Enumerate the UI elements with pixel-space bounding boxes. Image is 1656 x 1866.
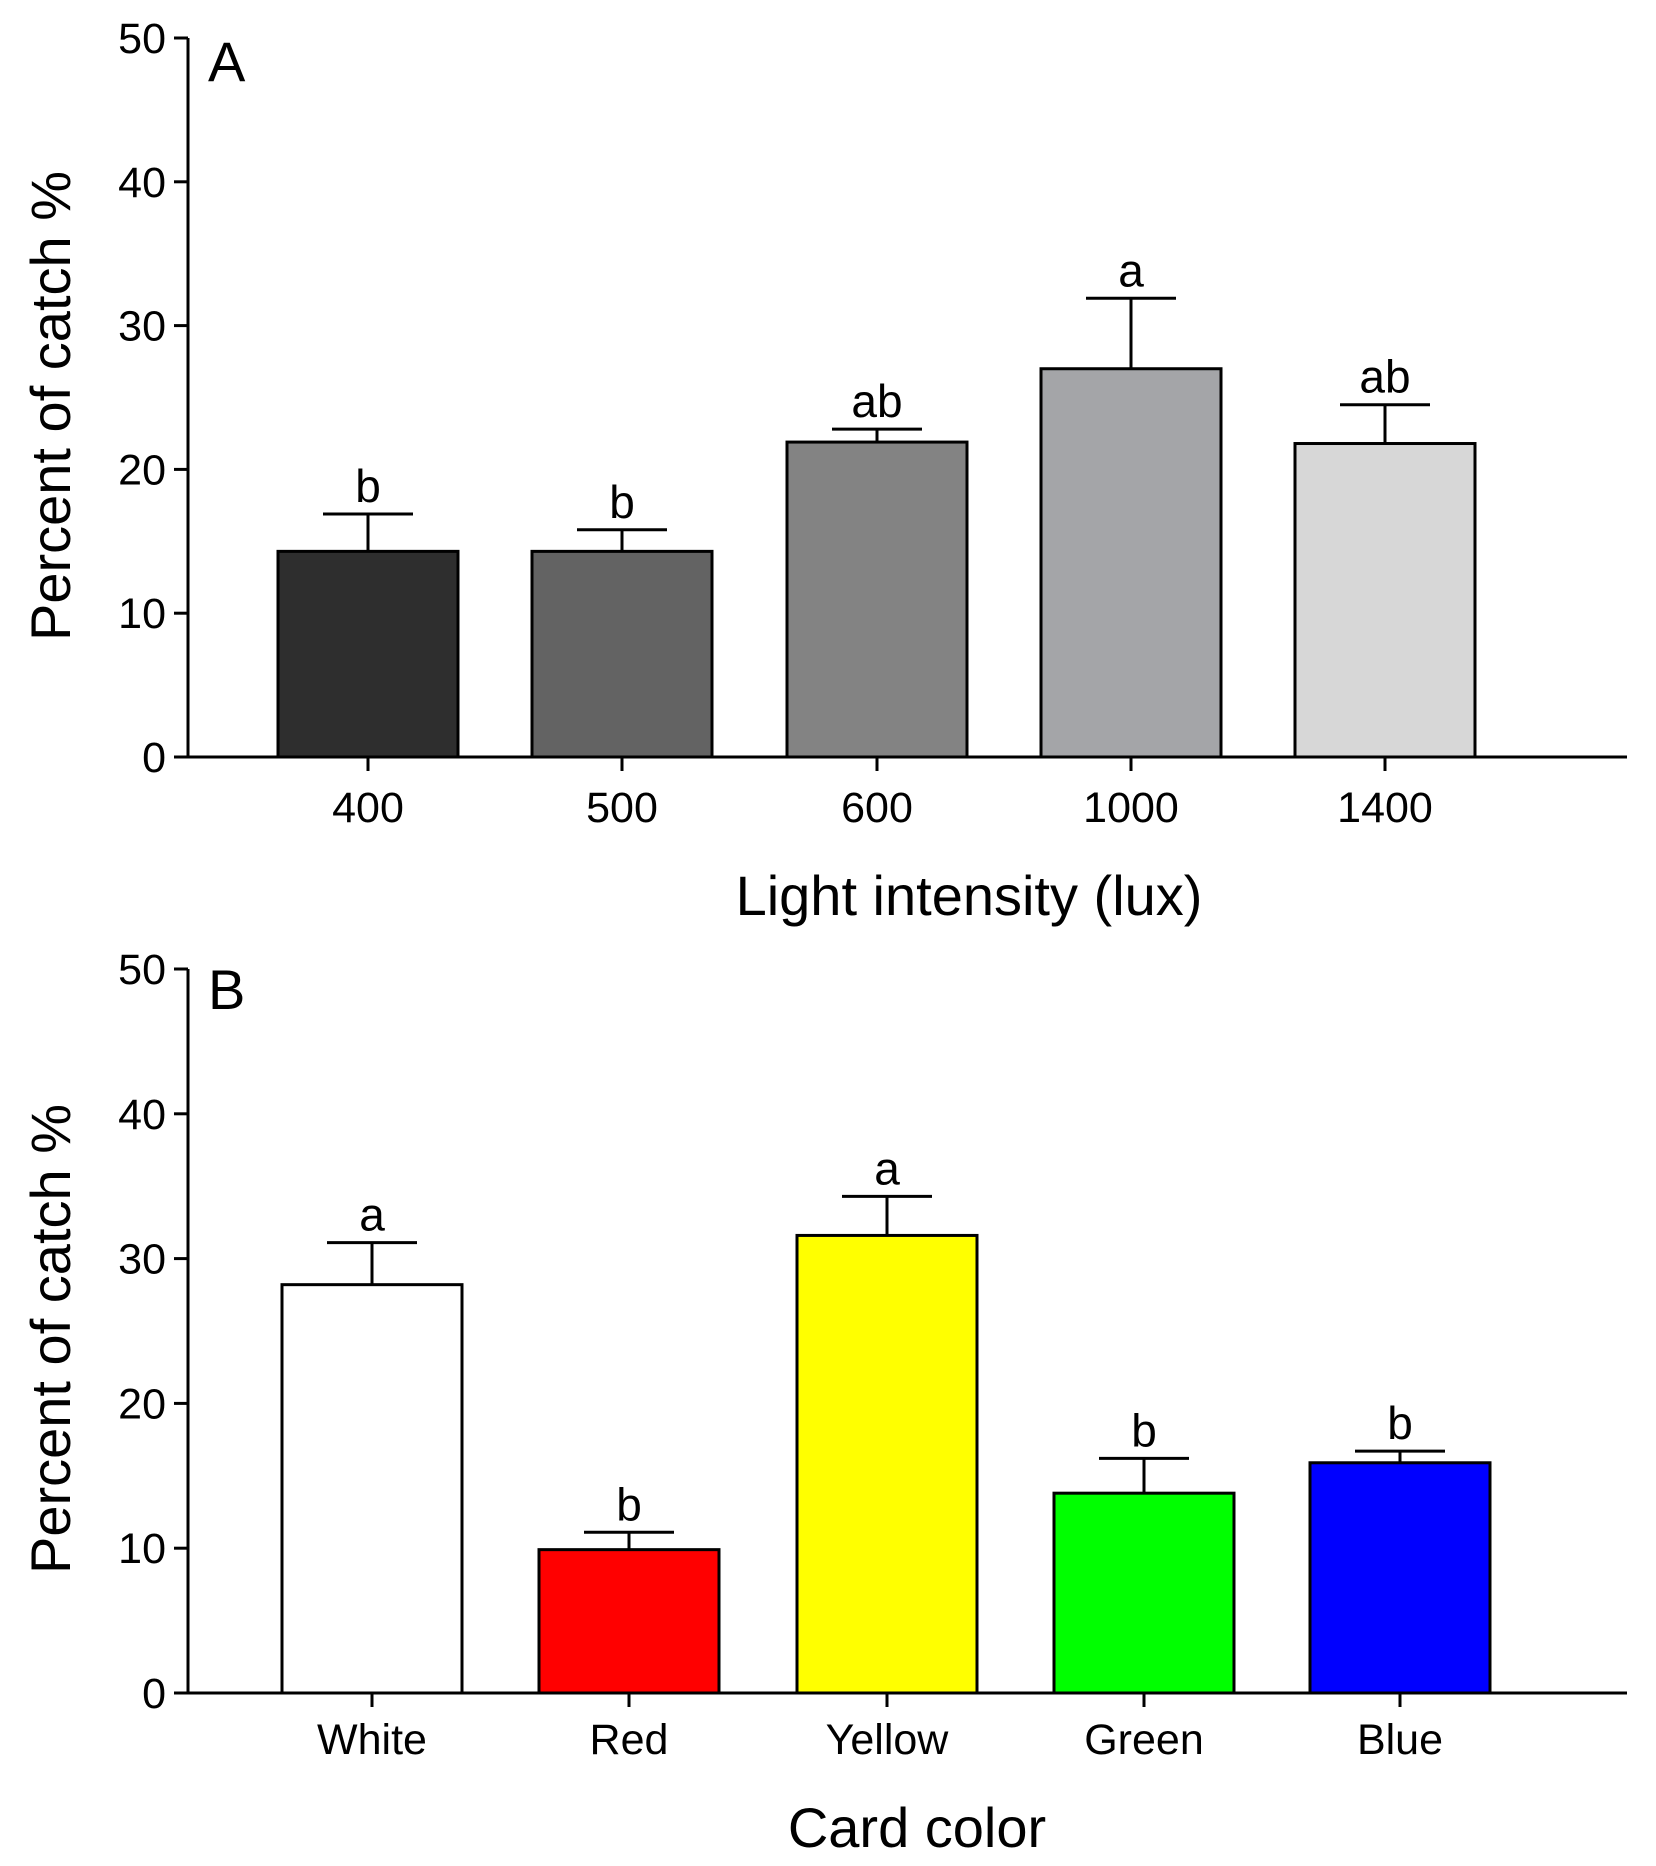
panel-b-category-label: Red bbox=[590, 1716, 669, 1764]
panel-b-letter: B bbox=[208, 958, 245, 1021]
panel-a-category-label: 1000 bbox=[1083, 784, 1179, 832]
panel-b-y-tick-label: 20 bbox=[118, 1380, 166, 1428]
panel-b-significance-label: b bbox=[1131, 1404, 1157, 1456]
panel-b-bar bbox=[1308, 1461, 1492, 1695]
panel-a-bar bbox=[1039, 367, 1223, 759]
panel-a-significance-label: b bbox=[609, 476, 635, 528]
panel-b-y-tick-label: 50 bbox=[118, 946, 166, 994]
panel-a-bar bbox=[530, 549, 714, 759]
panel-a-category-label: 500 bbox=[586, 784, 658, 832]
panel-b-category-label: White bbox=[317, 1716, 427, 1764]
panel-a-significance-label: ab bbox=[1359, 351, 1410, 403]
panel-b-bar bbox=[280, 1283, 464, 1695]
panel-b-category-label: Blue bbox=[1357, 1716, 1443, 1764]
panel-a-letter: A bbox=[208, 30, 246, 93]
panel-a: A Percent of catch % Light intensity (lu… bbox=[19, 15, 1627, 927]
panel-a-bar bbox=[276, 549, 460, 759]
panel-b-significance-label: b bbox=[1387, 1397, 1413, 1449]
panel-b-bar bbox=[1052, 1491, 1236, 1695]
panel-b-y-tick-label: 10 bbox=[118, 1525, 166, 1573]
panel-a-y-tick-label: 10 bbox=[118, 590, 166, 638]
panel-b: B Percent of catch % Card color 0 10 20 30 4… bbox=[19, 946, 1627, 1859]
panel-b-significance-label: a bbox=[359, 1189, 385, 1241]
panel-a-y-tick-label: 0 bbox=[142, 734, 166, 782]
panel-b-significance-label: a bbox=[874, 1142, 900, 1194]
panel-b-y-tick-label: 40 bbox=[118, 1091, 166, 1139]
panel-a-y-tick-label: 40 bbox=[118, 159, 166, 207]
panel-a-category-label: 400 bbox=[332, 784, 404, 832]
panel-b-y-axis-title: Percent of catch % bbox=[19, 1104, 82, 1574]
panel-a-x-axis-title: Light intensity (lux) bbox=[736, 864, 1203, 927]
panel-a-significance-label: ab bbox=[851, 375, 902, 427]
panel-b-marks: 0 10 20 30 40 50 White a Red b Yellow a Green b Blue b bbox=[118, 946, 1492, 1764]
panel-b-y-tick-label: 30 bbox=[118, 1236, 166, 1284]
panel-a-bar bbox=[1293, 442, 1477, 759]
panel-b-x-axis-title: Card color bbox=[788, 1796, 1046, 1859]
panel-b-significance-label: b bbox=[616, 1478, 642, 1530]
panel-a-bar bbox=[785, 440, 969, 759]
panel-a-category-label: 600 bbox=[841, 784, 913, 832]
panel-b-category-label: Green bbox=[1084, 1716, 1204, 1764]
panel-b-y-tick-label: 0 bbox=[142, 1670, 166, 1718]
panel-a-marks: 0 10 20 30 40 50 400 b 500 b 600 ab 1000 a 1400 ab bbox=[118, 15, 1477, 832]
panel-a-y-tick-label: 30 bbox=[118, 303, 166, 351]
panel-a-y-tick-label: 20 bbox=[118, 446, 166, 494]
panel-b-bar bbox=[537, 1548, 721, 1695]
panel-a-y-tick-label: 50 bbox=[118, 15, 166, 63]
panel-a-significance-label: a bbox=[1118, 244, 1144, 296]
panel-b-bar bbox=[795, 1233, 979, 1695]
panel-a-significance-label: b bbox=[355, 460, 381, 512]
panel-a-y-axis-title: Percent of catch % bbox=[19, 171, 82, 641]
panel-b-category-label: Yellow bbox=[826, 1716, 950, 1764]
panel-a-category-label: 1400 bbox=[1337, 784, 1433, 832]
